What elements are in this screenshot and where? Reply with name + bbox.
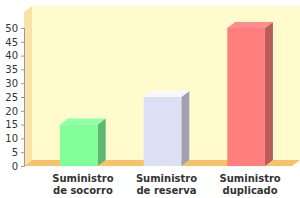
- tick-label: 40: [5, 50, 18, 61]
- tick: 5: [12, 147, 24, 158]
- tick: 20: [5, 106, 24, 117]
- tick-label: 50: [5, 23, 18, 34]
- tick-mark: [21, 138, 24, 139]
- tick: 30: [5, 78, 24, 89]
- chart: 05101520253035404550Suministrode socorro…: [0, 0, 300, 198]
- x-labels: Suministrode socorroSuministrode reserva…: [52, 173, 281, 196]
- bar-side: [265, 22, 273, 166]
- tick-label: 10: [5, 133, 18, 144]
- tick-mark: [21, 69, 24, 70]
- tick: 10: [5, 133, 24, 144]
- bar-side: [181, 91, 189, 166]
- tick-mark: [21, 42, 24, 43]
- category-label-line: Suministro: [52, 173, 113, 184]
- category-label: Suministrode socorro: [52, 173, 113, 196]
- bar-group: [60, 119, 106, 166]
- category-label-line: de reserva: [136, 185, 196, 196]
- tick-label: 0: [12, 161, 18, 172]
- bar-top: [60, 119, 106, 125]
- tick-mark: [21, 83, 24, 84]
- tick-label: 35: [5, 64, 18, 75]
- tick-mark: [21, 97, 24, 98]
- tick: 35: [5, 64, 24, 75]
- tick-mark: [21, 166, 24, 167]
- tick-label: 25: [5, 92, 18, 103]
- tick-mark: [21, 111, 24, 112]
- tick: 25: [5, 92, 24, 103]
- category-label: Suministroduplicado: [219, 173, 280, 196]
- tick-mark: [21, 56, 24, 57]
- tick-label: 15: [5, 119, 18, 130]
- tick: 40: [5, 50, 24, 61]
- bar: [60, 125, 98, 166]
- tick-label: 20: [5, 106, 18, 117]
- bar-top: [144, 91, 190, 97]
- category-label-line: Suministro: [136, 173, 197, 184]
- tick-label: 45: [5, 37, 18, 48]
- tick: 50: [5, 23, 24, 34]
- tick-mark: [21, 125, 24, 126]
- category-label-line: de socorro: [53, 185, 113, 196]
- tick: 15: [5, 119, 24, 130]
- tick-label: 30: [5, 78, 18, 89]
- y-axis: 0 5 10 15 20 25 30 35 40 45 50: [5, 23, 24, 172]
- tick-mark: [21, 152, 24, 153]
- tick-label: 5: [12, 147, 18, 158]
- bars: [60, 22, 273, 166]
- category-label-line: Suministro: [219, 173, 280, 184]
- bar: [144, 97, 182, 166]
- category-label-line: duplicado: [223, 185, 278, 196]
- bar: [227, 28, 265, 166]
- bar-top: [227, 22, 273, 28]
- axis-line: [21, 29, 25, 167]
- side-wall: [24, 6, 32, 166]
- category-label: Suministrode reserva: [136, 173, 197, 196]
- bar-side: [98, 119, 106, 166]
- tick: 45: [5, 37, 24, 48]
- tick: 0: [12, 161, 24, 172]
- bar-group: [227, 22, 273, 166]
- bar-group: [144, 91, 190, 166]
- tick-mark: [21, 28, 24, 29]
